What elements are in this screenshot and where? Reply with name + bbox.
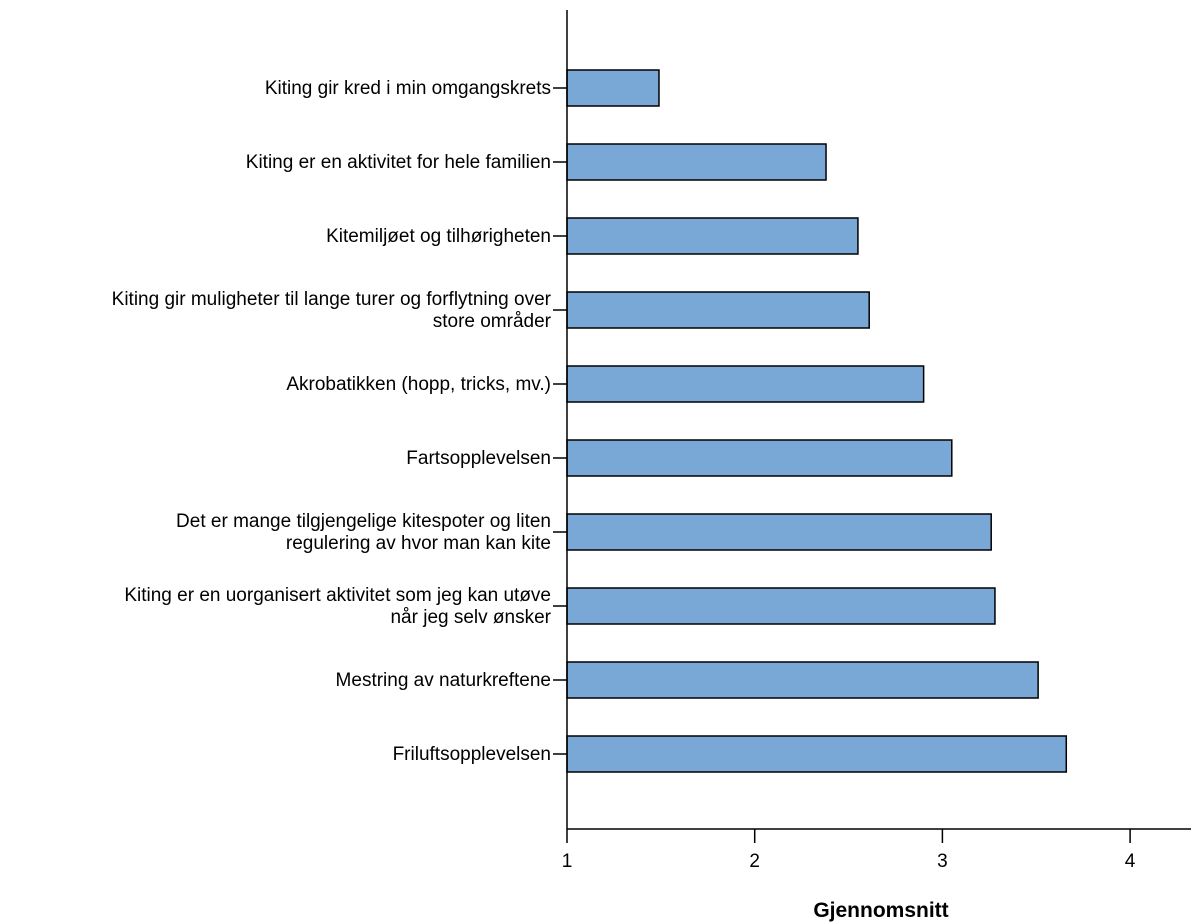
x-ticks-group: 1 2 3 4 bbox=[562, 829, 1136, 872]
bar bbox=[566, 587, 996, 625]
bars-group bbox=[566, 69, 1068, 773]
category-label: Det er mange tilgjengelige kitespoter og… bbox=[176, 511, 551, 532]
category-label: Mestring av naturkreftene bbox=[336, 670, 551, 691]
category-label: Akrobatikken (hopp, tricks, mv.) bbox=[286, 374, 551, 395]
category-label: Kiting gir muligheter til lange turer og… bbox=[112, 289, 552, 310]
category-label: regulering av hvor man kan kite bbox=[286, 533, 551, 554]
category-label: store områder bbox=[433, 311, 552, 332]
x-axis-title: Gjennomsnitt bbox=[813, 899, 948, 922]
x-tick-label: 4 bbox=[1125, 851, 1136, 872]
category-label: Kiting gir kred i min omgangskrets bbox=[265, 78, 551, 99]
bar bbox=[566, 291, 870, 329]
bar bbox=[566, 735, 1068, 773]
category-label: Kiting er en aktivitet for hele familien bbox=[246, 152, 551, 173]
x-tick-label: 2 bbox=[749, 851, 760, 872]
bar bbox=[566, 143, 827, 181]
bar bbox=[566, 365, 925, 403]
bar bbox=[566, 439, 953, 477]
category-label: Friluftsopplevelsen bbox=[393, 744, 551, 765]
bar bbox=[566, 661, 1039, 699]
bar bbox=[566, 217, 859, 255]
category-label: når jeg selv ønsker bbox=[390, 607, 551, 628]
category-label: Fartsopplevelsen bbox=[406, 448, 551, 469]
category-label: Kitemiljøet og tilhørigheten bbox=[326, 226, 551, 247]
x-tick-label: 1 bbox=[562, 851, 573, 872]
x-tick-label: 3 bbox=[937, 851, 948, 872]
category-labels-group: Kiting gir kred i min omgangskrets Kiting… bbox=[112, 78, 567, 765]
bar bbox=[566, 69, 660, 107]
bar bbox=[566, 513, 992, 551]
category-label: Kiting er en uorganisert aktivitet som j… bbox=[124, 585, 551, 606]
